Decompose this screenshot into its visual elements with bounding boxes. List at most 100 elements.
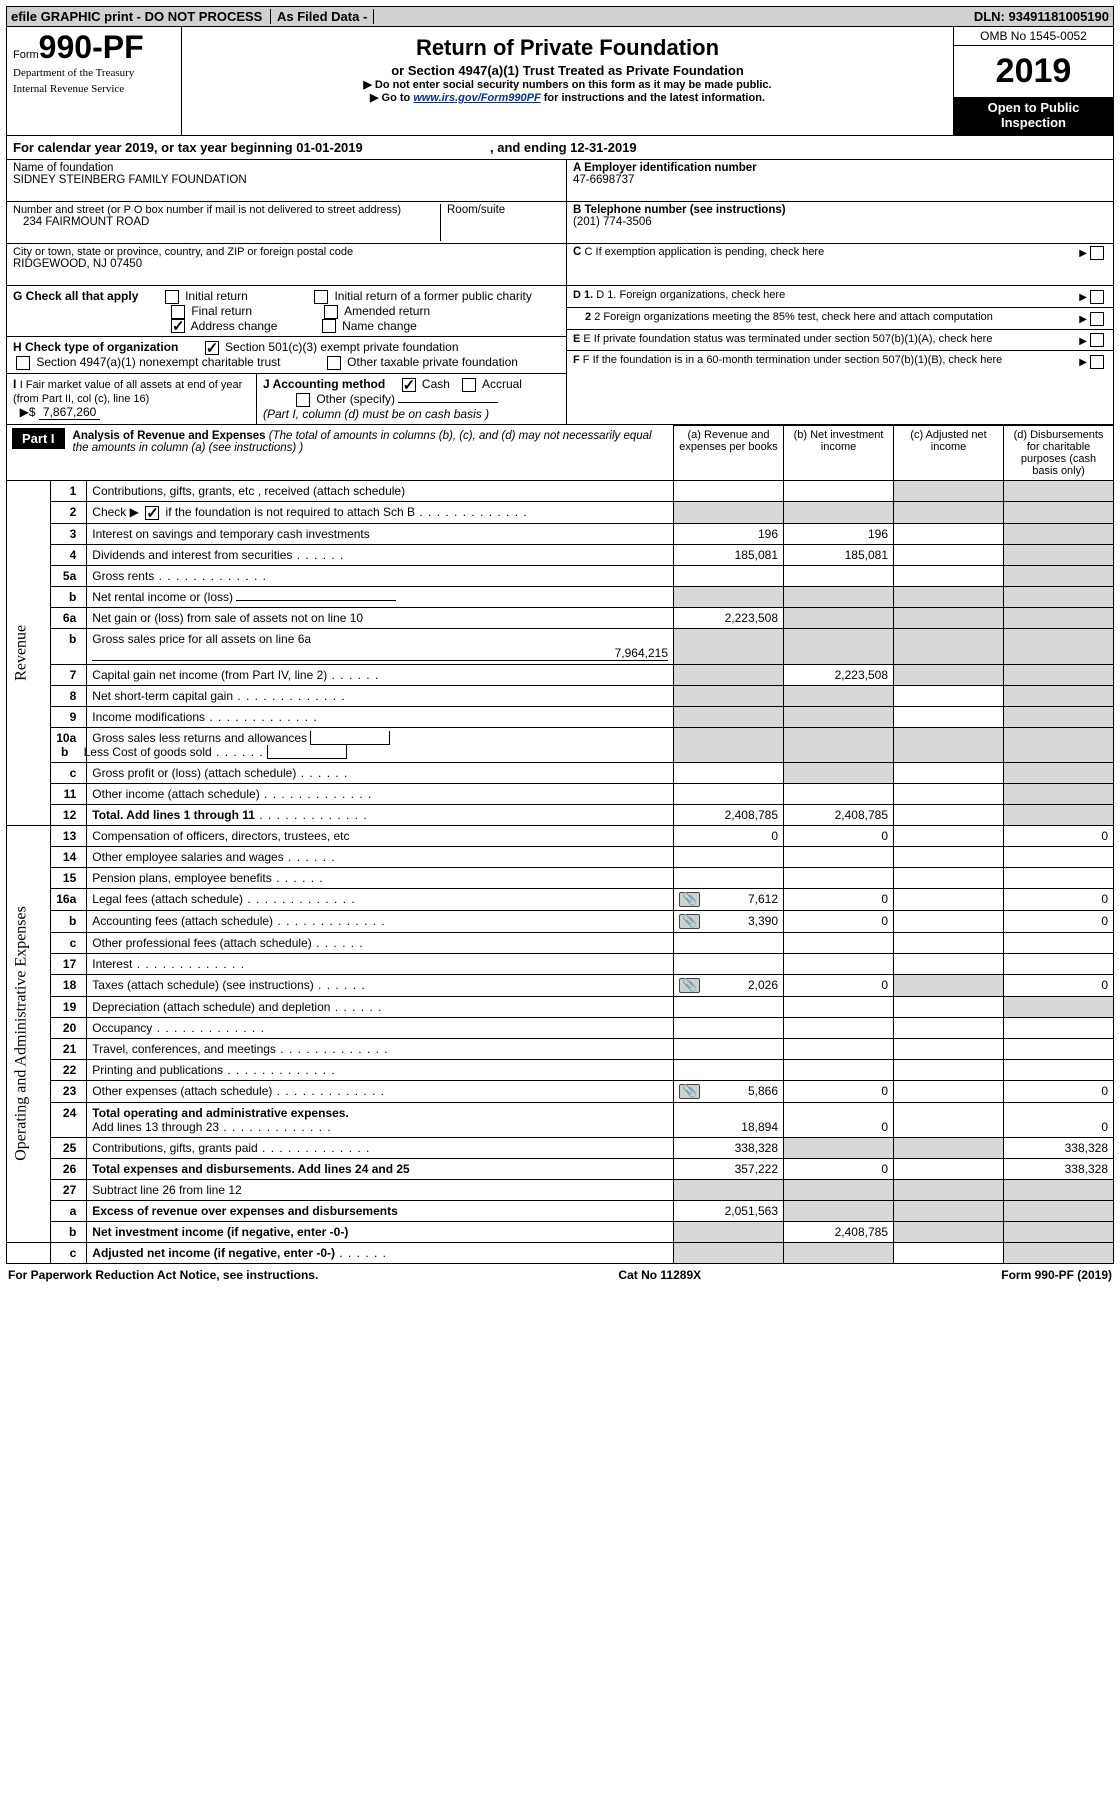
r16a-d: Legal fees (attach schedule) — [87, 888, 674, 910]
r18-dd: 0 — [1004, 974, 1114, 996]
d2-checkbox[interactable] — [1090, 312, 1104, 326]
f-checkbox[interactable] — [1090, 355, 1104, 369]
r5b-dtext: Net rental income or (loss) — [92, 590, 233, 604]
r12-n: 12 — [51, 804, 87, 825]
row-26: 26 Total expenses and disbursements. Add… — [7, 1159, 1114, 1180]
r2-d: Check ▶ if the foundation is not require… — [87, 501, 674, 523]
topbar-left: efile GRAPHIC print - DO NOT PROCESS — [11, 9, 262, 24]
r18-n: 18 — [51, 974, 87, 996]
r27a-d: Excess of revenue over expenses and disb… — [87, 1201, 674, 1222]
row-27a: a Excess of revenue over expenses and di… — [7, 1201, 1114, 1222]
page-footer: For Paperwork Reduction Act Notice, see … — [6, 1264, 1114, 1286]
c-checkbox[interactable] — [1090, 246, 1104, 260]
chk-amended[interactable] — [324, 305, 338, 319]
chk-name-change[interactable] — [322, 319, 336, 333]
r2-d2: if the foundation is not required to att… — [166, 505, 416, 519]
r3-n: 3 — [51, 523, 87, 544]
g-o4: Amended return — [344, 304, 430, 318]
phone-label: B Telephone number (see instructions) — [573, 204, 786, 216]
addr-label: Number and street (or P O box number if … — [13, 204, 440, 216]
r27-n: 27 — [51, 1180, 87, 1201]
r13-d: Compensation of officers, directors, tru… — [87, 825, 674, 846]
r19-d: Depreciation (attach schedule) and deple… — [87, 997, 674, 1018]
r3-a: 196 — [674, 523, 784, 544]
row-27b: b Net investment income (if negative, en… — [7, 1222, 1114, 1243]
r5a-n: 5a — [51, 565, 87, 586]
chk-initial-return[interactable] — [165, 290, 179, 304]
row-19: 19 Depreciation (attach schedule) and de… — [7, 997, 1114, 1018]
cal-end: 12-31-2019 — [570, 140, 637, 155]
chk-other-taxable[interactable] — [327, 356, 341, 370]
attach-icon[interactable]: 📎 — [679, 914, 700, 929]
e-label: E If private foundation status was termi… — [583, 333, 992, 345]
city-cell: City or town, state or province, country… — [7, 244, 567, 286]
form-header: Form990-PF Department of the Treasury In… — [6, 27, 1114, 136]
chk-initial-former[interactable] — [314, 290, 328, 304]
r5a-d: Gross rents — [87, 565, 674, 586]
r16a-aval: 7,612 — [748, 892, 778, 906]
r2-d1: Check ▶ — [92, 505, 139, 519]
r22-dtext: Printing and publications — [92, 1063, 223, 1077]
r16a-dtext: Legal fees (attach schedule) — [92, 892, 243, 906]
r25-dtext: Contributions, gifts, grants paid — [92, 1141, 257, 1155]
ein-cell: A Employer identification number 47-6698… — [567, 160, 1114, 202]
r17-n: 17 — [51, 953, 87, 974]
r13-n: 13 — [51, 825, 87, 846]
r19-n: 19 — [51, 997, 87, 1018]
irs-link[interactable]: www.irs.gov/Form990PF — [413, 92, 540, 104]
r10c-dtext: Gross profit or (loss) (attach schedule) — [92, 766, 296, 780]
r10a-dtext: Gross sales less returns and allowances — [92, 731, 307, 745]
r6b-dtext: Gross sales price for all assets on line… — [92, 632, 311, 646]
section-d2: 2 2 Foreign organizations meeting the 85… — [567, 308, 1113, 330]
r4-n: 4 — [51, 544, 87, 565]
form-note-1: ▶ Do not enter social security numbers o… — [190, 78, 945, 91]
city-value: RIDGEWOOD, NJ 07450 — [13, 258, 560, 270]
chk-501c3[interactable] — [205, 341, 219, 355]
chk-accrual[interactable] — [462, 378, 476, 392]
foundation-name: SIDNEY STEINBERG FAMILY FOUNDATION — [13, 174, 560, 186]
note2-pre: ▶ Go to — [370, 92, 413, 104]
col-c-header: (c) Adjusted net income — [894, 425, 1004, 480]
chk-other-method[interactable] — [296, 393, 310, 407]
chk-address-change[interactable] — [171, 319, 185, 333]
r26-a: 357,222 — [674, 1159, 784, 1180]
row-9: 9 Income modifications — [7, 706, 1114, 727]
part1-table: Part I Analysis of Revenue and Expenses … — [6, 425, 1114, 1265]
chk-4947[interactable] — [16, 356, 30, 370]
r18-dtext: Taxes (attach schedule) (see instruction… — [92, 978, 313, 992]
e-checkbox[interactable] — [1090, 333, 1104, 347]
i-label: I Fair market value of all assets at end… — [13, 379, 242, 405]
r18-d: Taxes (attach schedule) (see instruction… — [87, 974, 674, 996]
r26-b: 0 — [784, 1159, 894, 1180]
note2-post: for instructions and the latest informat… — [541, 92, 765, 104]
g-o1: Initial return — [185, 289, 248, 303]
row-12: 12 Total. Add lines 1 through 11 2,408,7… — [7, 804, 1114, 825]
r23-n: 23 — [51, 1081, 87, 1103]
attach-icon[interactable]: 📎 — [679, 892, 700, 907]
row-22: 22 Printing and publications — [7, 1060, 1114, 1081]
r24-dtext: Total operating and administrative expen… — [92, 1106, 349, 1120]
r23-d: Other expenses (attach schedule) — [87, 1081, 674, 1103]
chk-cash[interactable] — [402, 378, 416, 392]
phone-value: (201) 774-3506 — [573, 216, 1107, 228]
section-g: G Check all that apply Initial return In… — [7, 286, 566, 337]
r1-d: Contributions, gifts, grants, etc , rece… — [87, 480, 674, 501]
attach-icon[interactable]: 📎 — [679, 1084, 700, 1099]
r24-b: 0 — [784, 1103, 894, 1138]
d1-checkbox[interactable] — [1090, 290, 1104, 304]
r6b-inline: 7,964,215 — [92, 646, 668, 661]
attach-icon[interactable]: 📎 — [679, 978, 700, 993]
r10b-dtext: Less Cost of goods sold — [84, 745, 212, 759]
row-17: 17 Interest — [7, 953, 1114, 974]
chk-sch-b[interactable] — [145, 506, 159, 520]
row-5b: b Net rental income or (loss) — [7, 586, 1114, 607]
r11-dtext: Other income (attach schedule) — [92, 787, 259, 801]
i-valpre: ▶$ — [20, 405, 39, 419]
r23-aval: 5,866 — [748, 1084, 778, 1098]
r24-a: 18,894 — [674, 1103, 784, 1138]
r5b-n: b — [51, 586, 87, 607]
r25-dd: 338,328 — [1004, 1138, 1114, 1159]
h-o2: Section 4947(a)(1) nonexempt charitable … — [36, 355, 280, 369]
r3-d: Interest on savings and temporary cash i… — [87, 523, 674, 544]
r23-dd: 0 — [1004, 1081, 1114, 1103]
